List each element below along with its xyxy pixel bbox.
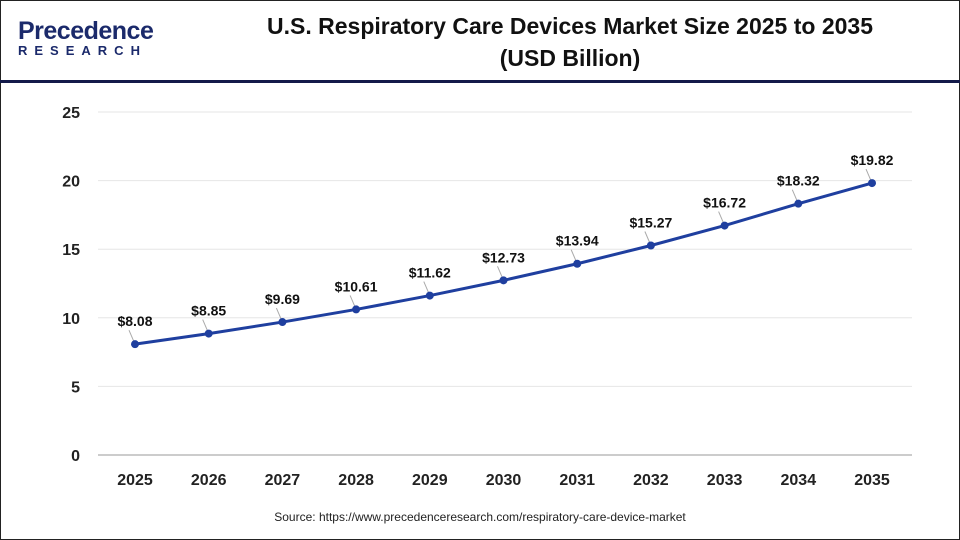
precedence-research-logo: Precedence RESEARCH <box>18 18 158 62</box>
x-tick-label: 2030 <box>486 472 522 489</box>
logo-subtext: RESEARCH <box>18 43 147 58</box>
data-point <box>131 340 139 349</box>
y-tick-label: 10 <box>62 311 80 328</box>
x-tick-label: 2033 <box>707 472 743 489</box>
x-tick-label: 2031 <box>559 472 595 489</box>
chart-title: U.S. Respiratory Care Devices Market Siz… <box>200 10 940 74</box>
data-point <box>499 276 508 285</box>
y-tick-label: 20 <box>62 174 80 191</box>
data-point <box>352 305 361 314</box>
data-label: $8.08 <box>117 313 152 329</box>
logo-text: Precedence <box>18 17 154 45</box>
data-point <box>278 318 287 327</box>
x-tick-label: 2034 <box>781 472 817 489</box>
data-label: $18.32 <box>777 173 820 189</box>
data-label: $13.94 <box>556 233 599 249</box>
data-label: $11.62 <box>409 265 451 281</box>
y-tick-label: 0 <box>71 448 80 465</box>
data-point <box>868 179 876 188</box>
x-tick-label: 2035 <box>854 472 890 489</box>
x-tick-label: 2025 <box>117 472 153 489</box>
y-tick-label: 5 <box>71 379 80 396</box>
data-label: $19.82 <box>851 152 894 168</box>
data-point <box>646 241 655 250</box>
data-label: $9.69 <box>265 291 300 307</box>
x-tick-label: 2032 <box>633 472 669 489</box>
data-point <box>794 199 803 208</box>
header: Precedence RESEARCH U.S. Respiratory Car… <box>0 0 960 83</box>
data-point <box>204 329 213 338</box>
data-label: $10.61 <box>335 278 378 294</box>
x-tick-label: 2026 <box>191 472 227 489</box>
data-label: $16.72 <box>703 195 746 211</box>
x-tick-label: 2027 <box>265 472 301 489</box>
x-tick-label: 2028 <box>338 472 374 489</box>
data-label: $8.85 <box>191 303 226 319</box>
data-point <box>425 291 434 300</box>
data-point <box>720 221 729 230</box>
data-label: $15.27 <box>629 214 672 230</box>
title-line-1: U.S. Respiratory Care Devices Market Siz… <box>267 13 873 39</box>
y-tick-label: 25 <box>62 105 80 122</box>
x-tick-label: 2029 <box>412 472 448 489</box>
source-note: Source: https://www.precedenceresearch.c… <box>274 510 686 524</box>
title-line-2: (USD Billion) <box>499 45 641 71</box>
y-tick-label: 15 <box>62 242 80 259</box>
data-label: $12.73 <box>482 249 525 265</box>
data-point <box>573 259 582 268</box>
